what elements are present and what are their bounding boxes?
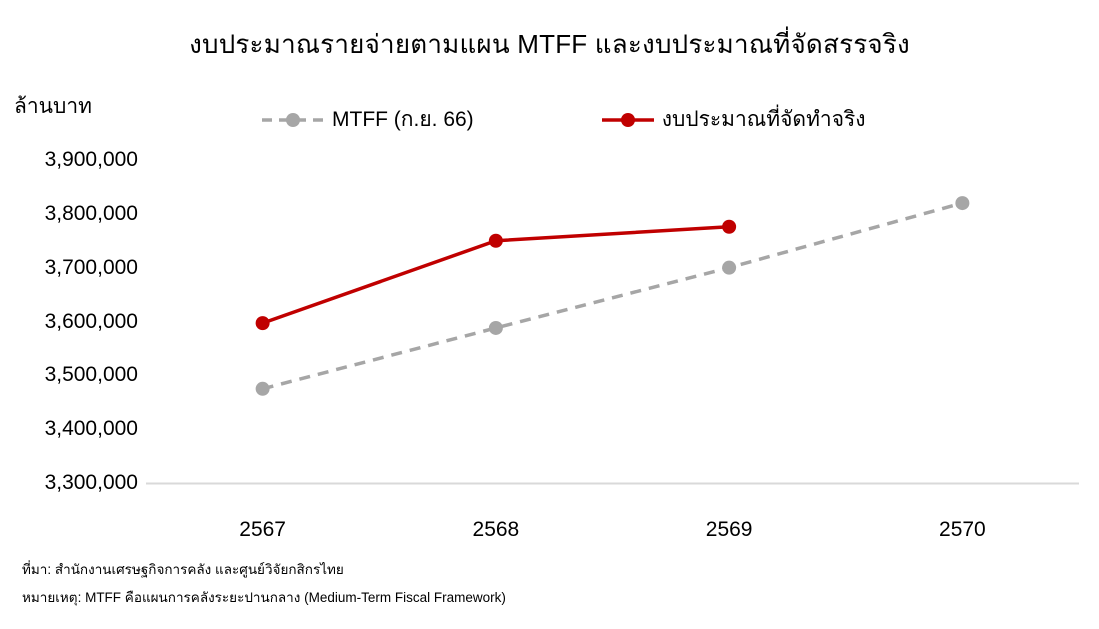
legend-label-mtff: MTFF (ก.ย. 66) [332, 108, 474, 131]
y-axis-unit-label: ล้านบาท [14, 95, 92, 118]
series-line [262, 201, 963, 391]
data-point-marker [722, 219, 737, 234]
actual-line-swatch-icon [601, 112, 654, 127]
data-point-marker [488, 233, 503, 248]
data-point-marker [488, 320, 503, 335]
y-axis-tick-label: 3,800,000 [44, 201, 138, 225]
legend-item-actual: งบประมาณที่จัดทำจริง [601, 103, 866, 136]
data-point-marker [722, 260, 737, 275]
y-axis-tick-label: 3,900,000 [44, 148, 138, 171]
y-axis-tick-label: 3,600,000 [44, 309, 138, 333]
y-axis-tick-label: 3,300,000 [44, 471, 138, 494]
x-axis-tick-label: 2568 [472, 518, 520, 541]
y-axis-tick-label: 3,700,000 [44, 255, 138, 279]
x-axis-tick-label: 2567 [239, 518, 286, 541]
footnote: หมายเหตุ: MTFF คือแผนการคลังระยะปานกลาง … [22, 590, 506, 605]
y-axis-tick-label: 3,500,000 [44, 363, 138, 387]
chart-title: งบประมาณรายจ่ายตามแผน MTFF และงบประมาณที… [189, 29, 910, 59]
y-axis-tick-label: 3,400,000 [44, 417, 138, 441]
legend: MTFF (ก.ย. 66) งบประมาณที่จัดทำจริง [262, 103, 866, 136]
data-point-marker [255, 316, 270, 331]
x-axis-tick-label: 2570 [939, 518, 986, 541]
x-axis-tick-label: 2569 [705, 518, 753, 541]
legend-item-mtff: MTFF (ก.ย. 66) [262, 103, 474, 136]
mtff-line-swatch-icon [262, 112, 324, 127]
legend-label-actual: งบประมาณที่จัดทำจริง [661, 108, 866, 131]
data-point-marker [255, 381, 270, 396]
source-note: ที่มา: สำนักงานเศรษฐกิจการคลัง และศูนย์ว… [22, 562, 344, 577]
data-point-marker [955, 196, 970, 211]
